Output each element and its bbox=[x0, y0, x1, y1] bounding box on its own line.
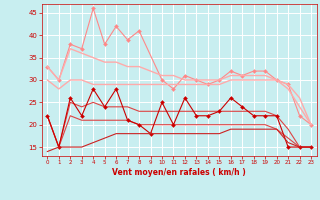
X-axis label: Vent moyen/en rafales ( km/h ): Vent moyen/en rafales ( km/h ) bbox=[112, 168, 246, 177]
